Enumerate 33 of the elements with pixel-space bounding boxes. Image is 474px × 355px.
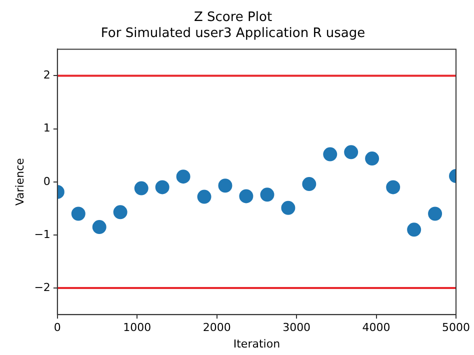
x-tick-label: 4000	[362, 321, 390, 334]
point	[176, 170, 190, 184]
point	[302, 177, 316, 192]
x-tick-label: 2000	[202, 321, 231, 334]
y-tick-label: 1	[43, 122, 50, 135]
y-tick-label: −1	[34, 228, 50, 241]
point	[71, 206, 86, 221]
point	[239, 189, 254, 204]
chart-title: Z Score Plot	[194, 10, 272, 26]
x-tick-label: 3000	[282, 321, 311, 334]
point	[365, 152, 380, 166]
point	[113, 205, 128, 220]
x-tick-label: 5000	[442, 321, 470, 334]
x-tick-label: 0	[54, 321, 61, 334]
y-axis-title: Varience	[13, 158, 26, 206]
y-tick-label: 2	[43, 68, 50, 82]
point	[134, 181, 148, 196]
y-tick-label: −2	[34, 280, 50, 294]
point	[155, 180, 170, 194]
point	[218, 178, 232, 193]
x-axis-title: Iteration	[233, 337, 280, 350]
point	[197, 190, 212, 204]
point	[260, 188, 274, 202]
point	[281, 200, 296, 215]
point	[92, 220, 106, 234]
y-tick-label: 0	[43, 174, 50, 188]
point	[323, 147, 338, 162]
chart-subtitle: For Simulated user3 Application R usage	[100, 26, 366, 41]
x-tick-label: 1000	[123, 321, 152, 334]
point	[386, 180, 400, 194]
point	[428, 206, 442, 221]
point	[344, 145, 358, 160]
point	[407, 222, 422, 237]
